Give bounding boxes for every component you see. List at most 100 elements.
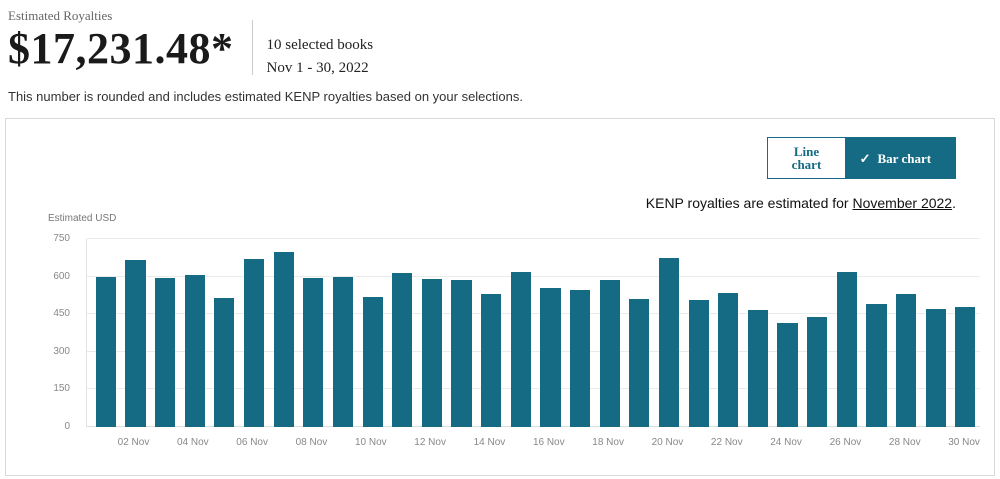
kenp-note: KENP royalties are estimated for Novembe… — [6, 179, 994, 211]
x-tick-label-05-nov — [209, 437, 237, 448]
bar-12-nov[interactable] — [417, 239, 447, 427]
bar-04-nov[interactable] — [180, 239, 210, 427]
bar-rect — [303, 277, 324, 427]
x-tick-label-19-nov — [624, 437, 652, 448]
bar-01-nov[interactable] — [91, 239, 121, 427]
bar-27-nov[interactable] — [862, 239, 892, 427]
bar-rect — [629, 299, 650, 427]
bar-25-nov[interactable] — [802, 239, 832, 427]
x-tick-label-27-nov — [861, 437, 889, 448]
gridline-750 — [87, 238, 980, 239]
x-tick-label-04-nov: 04 Nov — [176, 437, 209, 448]
bar-rect — [896, 294, 917, 427]
bar-19-nov[interactable] — [625, 239, 655, 427]
x-tick-label-23-nov — [743, 437, 771, 448]
x-tick-label-06-nov: 06 Nov — [236, 437, 268, 448]
kenp-note-text: KENP royalties are estimated for — [645, 195, 853, 211]
y-tick-label-0: 0 — [64, 421, 70, 432]
bar-16-nov[interactable] — [536, 239, 566, 427]
bar-chart-button-label: Bar chart — [877, 150, 932, 166]
royalties-amount: $17,231.48* — [8, 24, 234, 73]
selected-books-count: 10 selected books — [266, 37, 374, 53]
bar-10-nov[interactable] — [358, 239, 388, 427]
bar-13-nov[interactable] — [447, 239, 477, 427]
gridline-300 — [87, 350, 980, 352]
chart-type-toggle: Line chart ✓ Bar chart — [767, 137, 956, 179]
y-tick-label-450: 450 — [53, 308, 70, 320]
line-chart-button[interactable]: Line chart — [767, 137, 845, 179]
bar-06-nov[interactable] — [239, 239, 269, 427]
bar-chart-button[interactable]: ✓ Bar chart — [844, 137, 956, 179]
bar-29-nov[interactable] — [921, 239, 951, 427]
bar-08-nov[interactable] — [298, 239, 328, 427]
gridline-600 — [87, 275, 980, 277]
bar-26-nov[interactable] — [832, 239, 862, 427]
bar-rect — [866, 304, 887, 427]
bar-14-nov[interactable] — [476, 239, 506, 427]
bar-rect — [184, 275, 205, 427]
bar-11-nov[interactable] — [387, 239, 417, 427]
bar-07-nov[interactable] — [269, 239, 299, 427]
bar-rect — [510, 271, 531, 427]
x-tick-label-02-nov: 02 Nov — [117, 437, 150, 448]
y-axis-ticks: 750 600 450 300 150 0 — [6, 233, 78, 432]
bar-21-nov[interactable] — [684, 239, 714, 427]
bar-02-nov[interactable] — [121, 239, 151, 427]
bar-30-nov[interactable] — [951, 239, 981, 427]
x-tick-label-07-nov — [268, 437, 296, 448]
bar-rect — [599, 280, 620, 427]
bars-container — [91, 239, 980, 427]
x-tick-label-16-nov: 16 Nov — [532, 437, 565, 448]
x-tick-label-13-nov — [446, 437, 474, 448]
bar-17-nov[interactable] — [565, 239, 595, 427]
x-tick-label-01-nov — [90, 437, 118, 448]
royalties-summary: Estimated Royalties $17,231.48* — [8, 8, 234, 72]
bar-15-nov[interactable] — [506, 239, 536, 427]
y-axis-title: Estimated USD — [48, 213, 117, 224]
date-range: Nov 1 - 30, 2022 — [266, 59, 369, 76]
bar-rect — [570, 290, 591, 427]
bar-rect — [540, 287, 561, 427]
x-tick-label-20-nov: 20 Nov — [651, 437, 684, 448]
bar-rect — [777, 322, 798, 427]
bar-24-nov[interactable] — [773, 239, 803, 427]
bar-23-nov[interactable] — [743, 239, 773, 427]
line-chart-button-label: Line chart — [791, 144, 822, 172]
x-tick-label-15-nov — [505, 437, 533, 448]
kenp-note-period: . — [952, 195, 956, 211]
bar-28-nov[interactable] — [891, 239, 921, 427]
gridline-450 — [87, 313, 980, 315]
bar-rect — [925, 309, 946, 427]
bar-22-nov[interactable] — [713, 239, 743, 427]
bar-05-nov[interactable] — [210, 239, 240, 427]
bar-rect — [155, 277, 176, 427]
check-icon: ✓ — [859, 150, 871, 166]
rounding-note: This number is rounded and includes esti… — [8, 89, 523, 104]
kenp-month-link[interactable]: November 2022 — [852, 195, 953, 211]
bar-rect — [392, 272, 413, 427]
x-tick-label-22-nov: 22 Nov — [710, 437, 743, 448]
bar-rect — [273, 251, 294, 427]
estimated-royalties-label: Estimated Royalties — [8, 8, 113, 23]
gridline-0 — [87, 426, 980, 427]
x-tick-label-30-nov: 30 Nov — [948, 437, 980, 448]
chart-body: 750 600 450 300 150 0 02 Nov 04 Nov 06 Nov 08 No… — [6, 233, 980, 475]
bar-rect — [747, 310, 768, 427]
x-tick-label-10-nov: 10 Nov — [354, 437, 387, 448]
bar-18-nov[interactable] — [595, 239, 625, 427]
bar-rect — [807, 316, 828, 427]
x-tick-label-24-nov: 24 Nov — [770, 437, 802, 448]
plot-wrap: 02 Nov 04 Nov 06 Nov 08 Nov 10 Nov 12 Nov 14 N… — [86, 238, 980, 448]
selection-summary: 10 selected books Nov 1 - 30, 2022 — [267, 8, 374, 79]
bar-rect — [688, 300, 709, 427]
bar-20-nov[interactable] — [654, 239, 684, 427]
x-tick-label-29-nov — [921, 437, 949, 448]
chart-type-toggle-row: Line chart ✓ Bar chart — [6, 119, 994, 179]
bar-09-nov[interactable] — [328, 239, 358, 427]
bar-03-nov[interactable] — [150, 239, 180, 427]
x-tick-label-14-nov: 14 Nov — [473, 437, 506, 448]
x-tick-label-11-nov — [387, 437, 415, 448]
x-tick-label-17-nov — [565, 437, 593, 448]
plot-area — [86, 238, 980, 427]
bar-rect — [95, 276, 116, 427]
